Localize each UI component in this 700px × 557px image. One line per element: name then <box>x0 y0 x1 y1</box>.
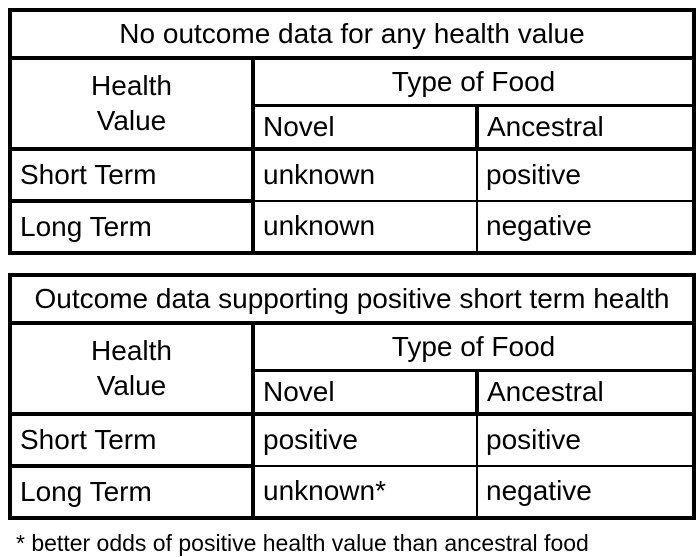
ancestral-column-header: Ancestral <box>475 369 696 416</box>
table-row: Long Term unknown* negative <box>8 464 696 520</box>
row-label-short-term: Short Term <box>8 412 255 468</box>
footnote: * better odds of positive health value t… <box>16 530 589 556</box>
row-label-long-term: Long Term <box>8 199 255 255</box>
table-no-outcome-data: No outcome data for any health value Hea… <box>7 8 697 255</box>
table-title: Outcome data supporting positive short t… <box>7 273 697 325</box>
ancestral-column-header: Ancestral <box>475 104 696 151</box>
cell-short-term-ancestral: positive <box>475 148 696 202</box>
table-title: No outcome data for any health value <box>7 8 697 60</box>
food-header-row: Health Value Type of Food <box>8 56 697 151</box>
cell-long-term-novel: unknown* <box>252 465 478 519</box>
cell-long-term-novel: unknown <box>252 200 478 254</box>
type-of-food-header: Type of Food <box>250 321 697 372</box>
food-header-row: Health Value Type of Food <box>8 321 697 416</box>
health-value-header: Health Value <box>8 56 255 151</box>
table-title-row: No outcome data for any health value <box>7 8 697 60</box>
cell-long-term-ancestral: negative <box>475 200 696 254</box>
cell-short-term-novel: positive <box>252 413 478 467</box>
table-row: Long Term unknown negative <box>8 199 696 255</box>
table-row: Short Term unknown positive <box>8 147 696 203</box>
cell-short-term-ancestral: positive <box>475 413 696 467</box>
column-header-row: Novel Ancestral <box>10 104 696 151</box>
novel-column-header: Novel <box>251 104 479 151</box>
row-label-long-term: Long Term <box>8 464 255 520</box>
cell-short-term-novel: unknown <box>252 148 478 202</box>
type-of-food-header: Type of Food <box>250 56 697 107</box>
cell-long-term-ancestral: negative <box>475 465 696 519</box>
table-outcome-data-positive: Outcome data supporting positive short t… <box>7 273 697 520</box>
row-label-short-term: Short Term <box>8 147 255 203</box>
novel-column-header: Novel <box>251 369 479 416</box>
column-header-row: Novel Ancestral <box>10 369 696 416</box>
table-title-row: Outcome data supporting positive short t… <box>7 273 697 325</box>
health-value-header: Health Value <box>8 321 255 416</box>
table-row: Short Term positive positive <box>8 412 696 468</box>
